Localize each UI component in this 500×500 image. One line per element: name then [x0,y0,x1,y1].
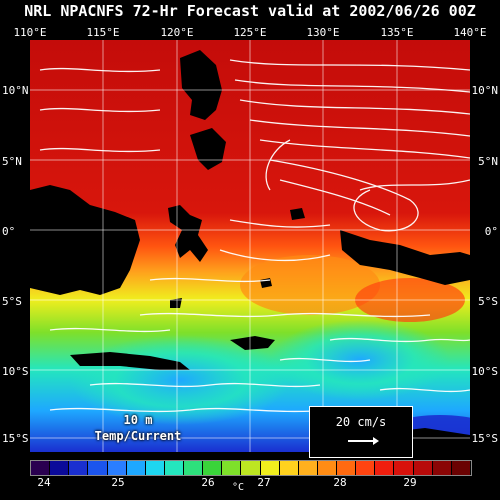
colorbar-tick: 29 [403,476,417,489]
current-streamline [379,387,470,393]
current-streamline [269,159,419,232]
lon-label: 120°E [160,26,194,39]
colorbar-swatch [145,461,165,475]
current-streamline [89,382,321,388]
depth-label: 10 m [123,413,153,427]
lon-label: 110°E [13,26,47,39]
cool-water-patch [270,320,450,400]
philippines-landmass [180,50,222,120]
colorbar-swatch [164,461,184,475]
colorbar-tick: 25 [111,476,125,489]
current-streamline [39,147,161,153]
current-streamline [39,107,161,113]
current-streamline [239,99,470,115]
lat-label: 5°N [478,155,498,168]
current-streamline [219,249,331,262]
colorbar-tick: 27 [257,476,271,489]
colorbar-swatch [184,461,204,475]
colorbar-swatch [203,461,223,475]
lat-label: 15°S [471,432,499,445]
colorbar-swatch [451,461,471,475]
current-streamline [249,119,470,137]
current-streamline [49,327,171,333]
timor-landmass [230,336,275,350]
colorbar-swatch [337,461,357,475]
colorbar-unit: °C [232,482,245,493]
current-streamline [279,357,371,363]
colorbar-swatch [394,461,414,475]
lat-label: 10°N [2,84,29,97]
current-streamline [149,277,271,283]
lat-label: 5°S [478,295,498,308]
colorbar-swatch [413,461,433,475]
lon-label: 135°E [380,26,414,39]
colorbar-swatch [279,461,299,475]
lat-label: 10°S [471,365,499,378]
colorbar-tick: 28 [333,476,347,489]
lat-label: 5°N [2,155,22,168]
temperature-colorbar [30,460,472,476]
current-streamline [39,67,161,73]
lat-label: 0° [2,225,16,238]
land-masses [30,50,470,452]
sulawesi-landmass [168,205,208,262]
small-island [290,208,305,220]
lon-label: 115°E [86,26,120,39]
colorbar-swatch [241,461,261,475]
new-guinea-landmass [340,230,470,285]
colorbar-swatch [317,461,337,475]
colorbar-swatch [88,461,108,475]
velocity-scale-label: 20 cm/s [335,415,387,429]
colorbar-tick-labels: 24 25 26 27 28 29 [30,476,470,490]
colorbar-swatch [356,461,376,475]
colorbar-swatch [50,461,70,475]
colorbar-swatch [432,461,452,475]
chart-title: NRL NPACNFS 72-Hr Forecast valid at 2002… [24,2,476,20]
longitude-axis: 110°E 115°E 120°E 125°E 130°E 135°E 140°… [0,26,500,40]
sumbawa-landmass [70,352,190,370]
current-streamline [234,79,470,93]
colorbar-swatch [69,461,89,475]
current-streamline [359,179,470,191]
colorbar-swatch [31,461,51,475]
current-streamline [49,407,331,413]
colorbar-swatch [107,461,127,475]
colorbar-swatch [375,461,395,475]
lat-label: 5°S [2,295,22,308]
colorbar-swatch [222,461,242,475]
current-streamline [229,219,331,228]
colorbar-swatch [260,461,280,475]
current-streamline [265,139,291,191]
lon-label: 130°E [306,26,340,39]
field-label: 10 m Temp/Current [78,412,198,444]
lat-label: 0° [484,225,498,238]
velocity-scale-legend: 20 cm/s [309,406,413,458]
current-streamline [329,337,470,343]
lon-label: 140°E [453,26,487,39]
lat-label: 15°S [2,432,29,445]
lat-label: 10°N [471,84,499,97]
colorbar-tick: 26 [201,476,215,489]
current-streamline [229,59,470,71]
lat-label: 10°S [2,365,29,378]
colorbar-tick: 24 [37,476,51,489]
colorbar-swatch [298,461,318,475]
arrow-right-icon [348,437,379,445]
colorbar-swatch [126,461,146,475]
lon-label: 125°E [233,26,267,39]
field-type-label: Temp/Current [94,429,182,443]
current-streamline [279,179,391,216]
current-streamline [139,312,431,318]
borneo-landmass [30,185,140,295]
temperature-current-map [30,40,470,452]
current-streamlines [39,59,470,413]
